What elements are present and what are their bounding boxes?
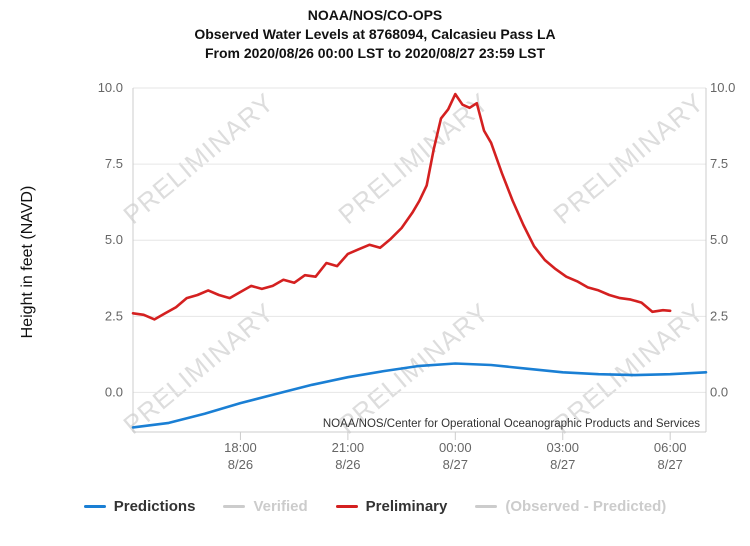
chart-title-range: From 2020/08/26 00:00 LST to 2020/08/27 … xyxy=(204,45,546,61)
legend-item-predictions[interactable]: Predictions xyxy=(83,498,196,515)
y-tick-label-left: 10.0 xyxy=(98,80,123,95)
y-tick-label-left: 7.5 xyxy=(105,156,123,171)
watermark-layer: PRELIMINARYPRELIMINARYPRELIMINARYPRELIMI… xyxy=(117,87,709,440)
legend-swatch-verified xyxy=(223,505,246,508)
legend-label-observed-minus-predicted: (Observed - Predicted) xyxy=(505,498,667,515)
chart-title-block: NOAA/NOS/CO-OPS Observed Water Levels at… xyxy=(0,6,750,63)
watermark-text: PRELIMINARY xyxy=(117,297,279,440)
legend-label-verified: Verified xyxy=(253,498,308,515)
y-tick-label-right: 10.0 xyxy=(710,80,735,95)
y-tick-label-left: 2.5 xyxy=(105,308,123,323)
series-line-preliminary xyxy=(131,92,672,321)
y-tick-label-left: 5.0 xyxy=(105,232,123,247)
watermark-text: PRELIMINARY xyxy=(117,87,279,230)
y-tick-label-right: 2.5 xyxy=(710,308,728,323)
legend-swatch-preliminary xyxy=(335,505,358,508)
legend-label-preliminary: Preliminary xyxy=(365,498,448,515)
y-axis-label: Height in feet (NAVD) xyxy=(19,186,36,339)
x-tick-label-time: 21:00 xyxy=(332,440,365,455)
chart-title-agency: NOAA/NOS/CO-OPS xyxy=(307,7,443,23)
x-tick-label-time: 03:00 xyxy=(546,440,579,455)
x-tick-label-date: 8/26 xyxy=(335,457,360,472)
y-tick-label-right: 0.0 xyxy=(710,384,728,399)
legend-item-observed-minus-predicted[interactable]: (Observed - Predicted) xyxy=(475,498,666,515)
x-tick-label-time: 00:00 xyxy=(439,440,472,455)
grid-layer xyxy=(132,87,707,433)
legend-item-preliminary[interactable]: Preliminary xyxy=(335,498,448,515)
series-line-predictions xyxy=(131,362,708,429)
legend-item-verified[interactable]: Verified xyxy=(223,498,308,515)
x-tick-label-date: 8/26 xyxy=(228,457,253,472)
chart-legend: Predictions Verified Preliminary (Observ… xyxy=(0,498,750,515)
legend-swatch-observed-minus-predicted xyxy=(475,505,498,508)
series-layer xyxy=(131,92,708,429)
y-tick-label-left: 0.0 xyxy=(105,384,123,399)
y-tick-label-right: 5.0 xyxy=(710,232,728,247)
chart-title-station: Observed Water Levels at 8768094, Calcas… xyxy=(194,26,556,42)
axes-layer: 10.0 10.0 7.5 7.5 5.0 5.0 2.5 2.5 0.0 0.0 18:00 8/2… xyxy=(98,80,736,472)
credit-text: NOAA/NOS/Center for Operational Oceanogr… xyxy=(323,418,700,430)
y-tick-label-right: 7.5 xyxy=(710,156,728,171)
legend-swatch-predictions xyxy=(83,505,106,508)
x-tick-label-date: 8/27 xyxy=(550,457,575,472)
legend-label-predictions: Predictions xyxy=(113,498,196,515)
watermark-text: PRELIMINARY xyxy=(547,87,709,230)
x-tick-label-date: 8/27 xyxy=(658,457,683,472)
x-tick-label-date: 8/27 xyxy=(443,457,468,472)
x-tick-label-time: 18:00 xyxy=(224,440,257,455)
x-tick-label-time: 06:00 xyxy=(654,440,687,455)
